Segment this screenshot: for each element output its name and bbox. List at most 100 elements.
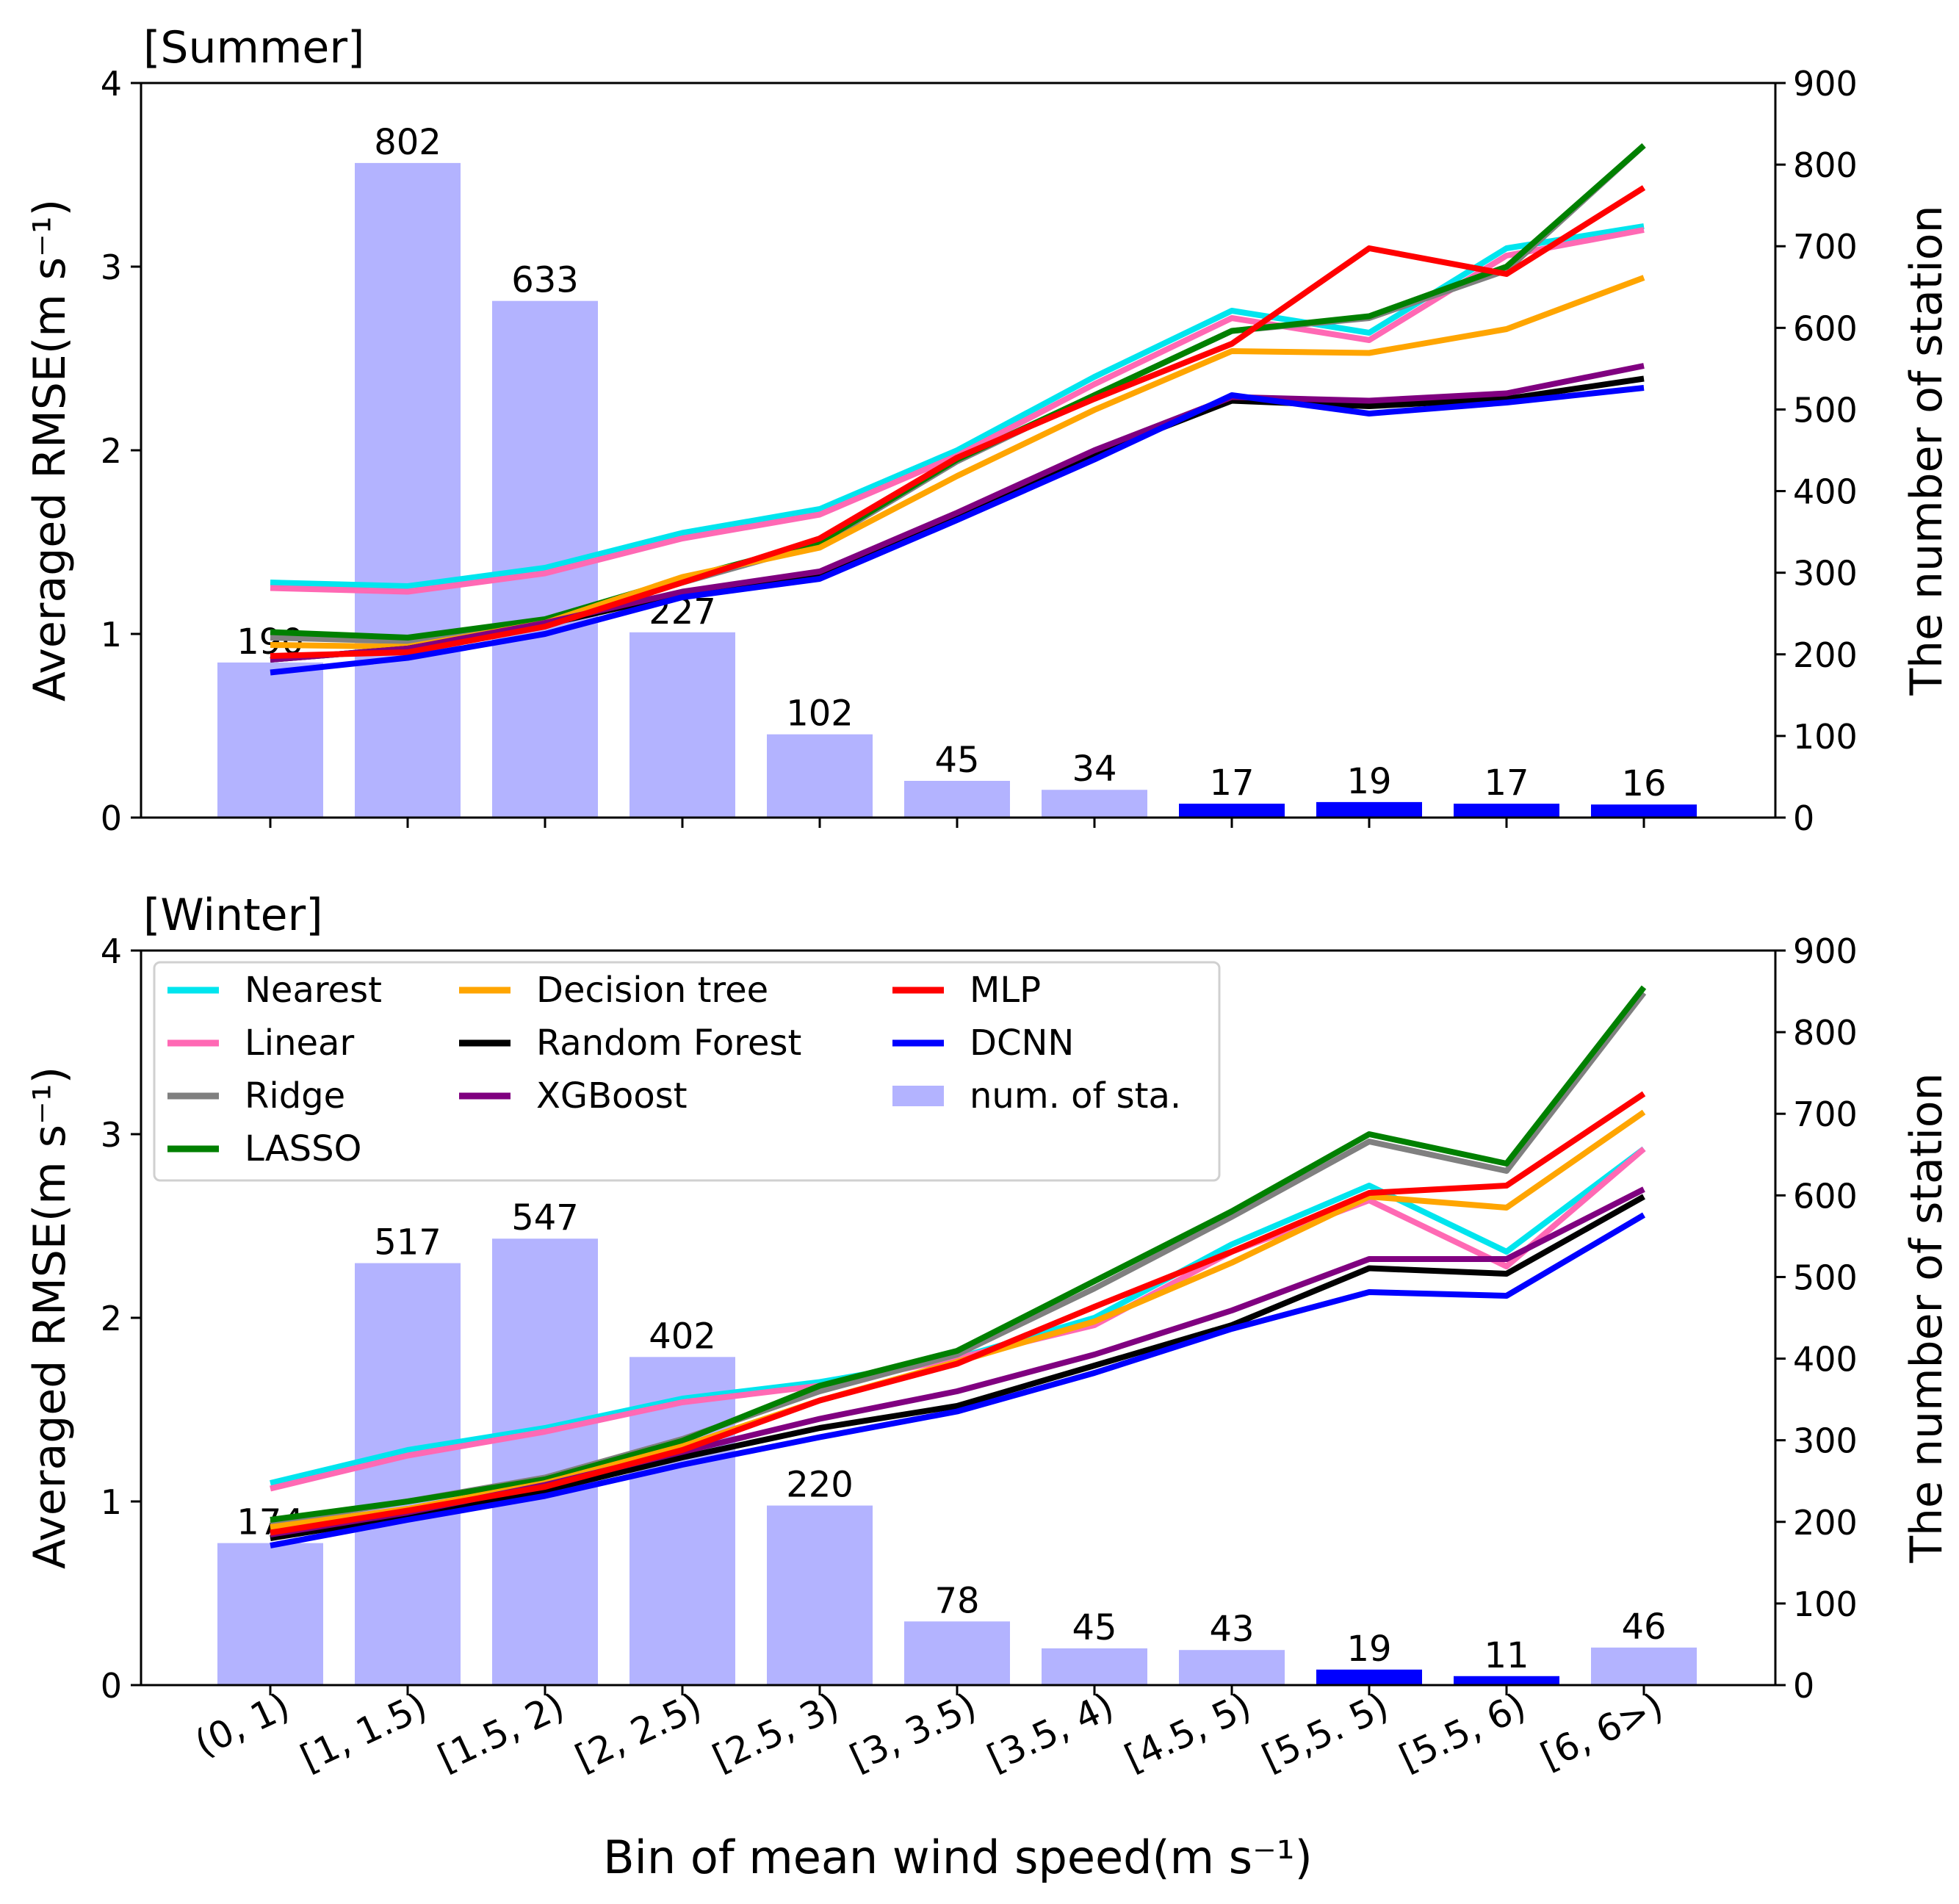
x-tick-label: [5.5, 6) [1393,1684,1532,1780]
station-count-bar [1042,1648,1147,1685]
y2-axis-label: The number of station [1901,205,1952,696]
x-tick-label: (0, 1) [189,1684,296,1764]
station-count-bar [1179,804,1285,818]
panel-title: [Summer] [143,22,364,73]
legend-label: MLP [970,970,1041,1011]
y2-tick-label: 0 [1793,1666,1814,1706]
series-line-ridge [270,143,1646,644]
y2-tick-label: 800 [1793,1013,1858,1053]
bar-value-label: 34 [1072,749,1116,790]
bar-value-label: 11 [1484,1635,1529,1676]
bar-value-label: 633 [511,260,579,301]
bar-value-label: 402 [649,1316,716,1357]
x-tick-label: [3, 3.5) [843,1684,983,1780]
legend-label: Linear [245,1023,354,1064]
bar-value-label: 43 [1209,1609,1254,1650]
x-tick-label: [2, 2.5) [569,1684,708,1780]
y-tick-label: 3 [101,248,122,287]
y2-tick-label: 700 [1793,227,1858,267]
legend-label: Ridge [245,1075,345,1117]
y2-tick-label: 500 [1793,1258,1858,1297]
y2-tick-label: 700 [1793,1095,1858,1134]
bar-value-label: 19 [1346,1629,1391,1670]
series-line-linear [270,1146,1646,1492]
y-axis-label: Averaged RMSE(m s⁻¹) [24,199,76,702]
x-tick-label: [3.5, 4) [981,1684,1120,1780]
y2-axis-label: The number of station [1901,1072,1952,1563]
x-tick-label: [1, 1.5) [294,1684,433,1780]
station-count-bar [1591,804,1697,818]
legend-swatch-bar [892,1086,944,1106]
y-tick-label: 1 [101,1482,122,1522]
series-line-xgboost [270,363,1645,663]
y-tick-label: 1 [101,615,122,654]
station-count-bar [492,1238,598,1685]
bar-value-label: 220 [786,1465,854,1506]
bar-value-label: 17 [1484,762,1529,804]
y2-tick-label: 100 [1793,1584,1858,1624]
y2-tick-label: 200 [1793,635,1858,675]
x-tick-label: [1.5, 2) [431,1684,571,1780]
y-tick-label: 3 [101,1115,122,1155]
y2-tick-label: 400 [1793,1340,1858,1380]
station-count-bar [355,1263,461,1685]
legend-label: Decision tree [536,970,768,1011]
y2-tick-label: 200 [1793,1503,1858,1543]
series-line-lasso [270,985,1647,1523]
bar-value-label: 78 [934,1580,979,1621]
station-count-bar [217,1543,323,1685]
y2-tick-label: 300 [1793,554,1858,594]
y-tick-label: 2 [101,1299,122,1338]
series-line-mlp [270,1091,1646,1536]
series-line-nearest [270,1146,1646,1486]
bar-value-label: 802 [374,122,441,163]
legend-label: DCNN [970,1023,1074,1064]
station-count-bar [904,1621,1010,1685]
y2-tick-label: 100 [1793,717,1858,757]
station-count-bar [1591,1647,1697,1685]
y2-tick-label: 900 [1793,64,1858,104]
station-count-bar [355,162,461,818]
y-axis-label: Averaged RMSE(m s⁻¹) [24,1067,76,1569]
legend-label: Random Forest [536,1023,801,1064]
bar-value-label: 19 [1346,761,1391,802]
x-tick-label: [5,5. 5) [1255,1684,1395,1780]
bar-value-label: 17 [1209,762,1254,804]
y-tick-label: 4 [101,64,122,104]
bar-value-label: 45 [1072,1607,1116,1648]
bar-value-label: 45 [934,740,979,781]
series-line-random-forest [270,1194,1645,1541]
y2-tick-label: 0 [1793,798,1814,838]
bar-value-label: 102 [786,693,854,735]
legend-label: XGBoost [536,1075,688,1117]
panel-title: [Winter] [143,890,323,941]
x-axis-label: Bin of mean wind speed(m s⁻¹) [603,1831,1313,1884]
y2-tick-label: 600 [1793,309,1858,348]
y2-tick-label: 300 [1793,1421,1858,1461]
y-tick-label: 0 [101,1666,122,1706]
y2-tick-label: 500 [1793,390,1858,430]
legend-label: Nearest [245,970,382,1011]
station-count-bar [1316,801,1422,818]
station-count-bar [1316,1669,1422,1685]
bar-value-label: 517 [374,1222,441,1263]
station-count-bar [1454,1676,1559,1685]
x-tick-label: [2.5, 3) [706,1684,845,1780]
y2-tick-label: 400 [1793,472,1858,512]
bar-value-label: 16 [1621,763,1666,804]
station-count-bar [629,632,735,818]
station-count-bar [217,662,323,818]
x-tick-label: [4.5, 5) [1118,1684,1258,1780]
y2-tick-label: 800 [1793,145,1858,185]
y-tick-label: 2 [101,431,122,471]
station-count-bar [767,734,873,818]
bar-value-label: 547 [511,1197,579,1238]
y-tick-label: 4 [101,931,122,971]
y-tick-label: 0 [101,798,122,838]
bar-value-label: 46 [1621,1606,1666,1648]
station-count-bar [1454,804,1559,818]
station-count-bar [904,781,1010,818]
legend-label: LASSO [245,1128,361,1169]
